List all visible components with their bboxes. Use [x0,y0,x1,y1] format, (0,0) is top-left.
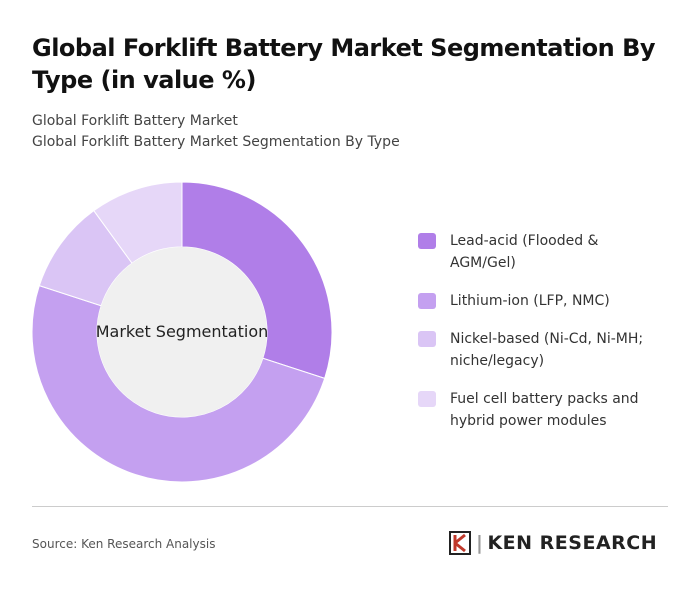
legend-item: Lithium-ion (LFP, NMC) [418,290,668,312]
legend-swatch [418,293,436,309]
source: Source: Ken Research Analysis [32,537,216,551]
divider [32,506,668,507]
legend-item: Nickel-based (Ni-Cd, Ni-MH; niche/legacy… [418,328,668,372]
legend-label: Nickel-based (Ni-Cd, Ni-MH; niche/legacy… [450,331,644,369]
subtitle: Global Forklift Battery Market Segmentat… [32,134,400,150]
chart-title: Global Forklift Battery Market Segmentat… [32,34,656,94]
legend-label: Fuel cell battery packs and hybrid power… [450,391,639,429]
legend-swatch [418,331,436,347]
legend: Lead-acid (Flooded & AGM/Gel) Lithium-ion… [418,230,668,448]
legend-item: Fuel cell battery packs and hybrid power… [418,388,668,432]
logo-icon [449,531,471,555]
legend-label: Lead-acid (Flooded & AGM/Gel) [450,233,599,271]
donut-hole [97,247,267,417]
brand-name: KEN RESEARCH [487,532,658,554]
brand-logo: | KEN RESEARCH [448,530,657,556]
donut-chart: Market Segmentation [31,181,333,483]
legend-item: Lead-acid (Flooded & AGM/Gel) [418,230,668,274]
subtitle: Global Forklift Battery Market [32,113,238,129]
legend-label: Lithium-ion (LFP, NMC) [450,293,610,309]
legend-swatch [418,233,436,249]
legend-swatch [418,391,436,407]
center-label: Market Segmentation [96,322,269,341]
